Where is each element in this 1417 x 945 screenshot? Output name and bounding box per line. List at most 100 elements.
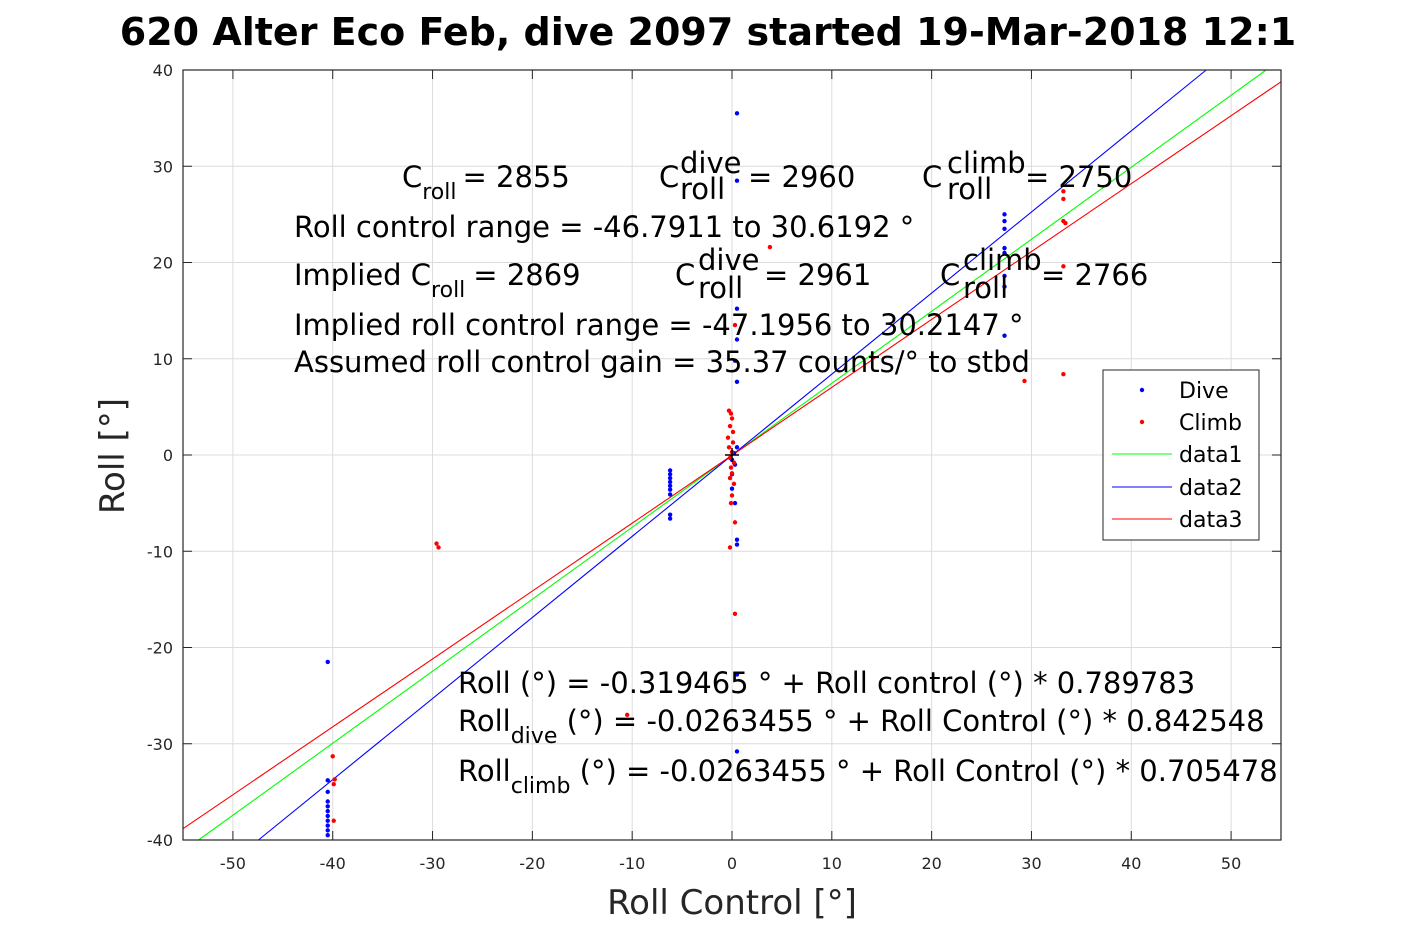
x-tick-label: -50 (220, 854, 246, 873)
point-dive (734, 749, 740, 754)
point-dive (734, 537, 740, 542)
point-dive (734, 337, 740, 342)
point-dive (734, 306, 740, 311)
point-climb (767, 244, 773, 250)
legend-box (1102, 369, 1260, 541)
point-climb (728, 411, 734, 416)
implied-coefficient-line: Implied Croll = 2869 C dive roll = 2961 C… (294, 243, 1148, 305)
legend-label-data1: data1 (1179, 443, 1243, 468)
point-climb (731, 481, 737, 487)
point-climb (330, 754, 335, 759)
svg-text:roll: roll (698, 271, 743, 305)
y-tick-label: -20 (147, 639, 173, 658)
point-dive (325, 778, 330, 783)
point-dive (1002, 218, 1007, 224)
point-dive (325, 823, 330, 828)
x-tick-label: 20 (921, 854, 941, 873)
point-climb (725, 435, 731, 440)
svg-text:climb: climb (963, 243, 1042, 277)
point-dive (734, 178, 740, 183)
point-climb (624, 712, 630, 718)
point-climb (331, 818, 336, 823)
x-tick-label: 50 (1221, 854, 1241, 873)
center-marker (725, 448, 739, 462)
y-tick-label: -40 (147, 831, 173, 850)
fit-equation: Roll (°) = -0.319465 ° + Roll control (°… (458, 666, 1195, 700)
svg-text:roll: roll (963, 271, 1008, 305)
point-climb (731, 460, 737, 465)
svg-text:roll: roll (680, 172, 725, 206)
point-dive (325, 828, 330, 833)
point-climb (1061, 264, 1066, 269)
y-tick-label: 40 (153, 61, 173, 80)
svg-text:C: C (940, 258, 960, 292)
x-tick-label: -10 (619, 854, 645, 873)
point-climb (729, 471, 735, 476)
point-dive (667, 479, 673, 485)
point-climb (729, 416, 735, 421)
x-tick-label: 0 (727, 854, 737, 873)
point-dive (667, 512, 673, 517)
svg-text:= 2750: = 2750 (1025, 160, 1132, 194)
point-climb (730, 429, 736, 435)
svg-text:climb: climb (947, 146, 1026, 180)
point-climb (727, 455, 733, 461)
point-dive (1002, 284, 1007, 289)
svg-text:= 2960: = 2960 (748, 160, 855, 194)
x-axis-label: Roll Control [°] (607, 883, 857, 923)
svg-text:C: C (659, 160, 679, 194)
range-text: Roll control range = -46.7911 to 30.6192… (294, 210, 914, 244)
svg-text:roll: roll (947, 172, 992, 206)
fit-climb-equation: Rollclimb (°) = -0.0263455 ° + Roll Cont… (458, 754, 1278, 799)
point-climb (728, 500, 734, 506)
point-climb (1061, 196, 1066, 202)
point-climb (728, 465, 734, 470)
point-dive (1002, 273, 1007, 279)
legend: Dive Climb data1 data2 data3 (1102, 369, 1260, 541)
svg-text:dive: dive (698, 243, 759, 277)
point-dive (1002, 245, 1007, 251)
point-climb (1061, 371, 1066, 377)
point-dive (667, 475, 673, 481)
point-climb (331, 781, 336, 787)
point-climb (732, 322, 738, 328)
implied-range-text: Implied roll control range = -47.1956 to… (294, 308, 1024, 342)
point-dive (325, 818, 330, 823)
point-climb (434, 541, 439, 546)
point-climb (436, 545, 441, 550)
y-tick-label: 20 (153, 254, 173, 273)
axes-box (182, 69, 1282, 841)
point-dive (734, 111, 740, 116)
point-dive (1002, 333, 1007, 338)
point-dive (734, 672, 740, 677)
svg-text:= 2961: = 2961 (764, 258, 871, 292)
point-dive (1002, 212, 1007, 217)
point-dive (732, 500, 738, 506)
x-tick-label: 30 (1021, 854, 1041, 873)
point-dive (1002, 250, 1007, 256)
legend-marker-dive (1139, 387, 1145, 393)
legend-label-climb: Climb (1179, 411, 1242, 436)
point-dive (734, 379, 740, 385)
point-climb (730, 440, 736, 445)
point-climb (727, 545, 733, 550)
svg-text:Implied Croll= 2869: Implied Croll = 2869 (294, 258, 581, 303)
y-axis-label: Roll [°] (93, 398, 133, 514)
legend-label-data3: data3 (1179, 508, 1243, 533)
gain-text: Assumed roll control gain = 35.37 counts… (294, 345, 1030, 379)
point-dive (667, 468, 673, 473)
point-climb (1061, 189, 1066, 194)
point-dive (325, 813, 330, 819)
point-dive (325, 799, 330, 804)
point-dive (667, 487, 673, 492)
svg-text:C: C (675, 258, 695, 292)
point-climb (732, 520, 738, 525)
point-climb (727, 423, 733, 429)
fit-dive-equation: Rolldive (°) = -0.0263455 ° + Roll Contr… (458, 704, 1265, 749)
y-tick-labels: -40 -30 -20 -10 0 10 20 30 40 (147, 61, 173, 850)
point-climb (726, 445, 732, 450)
x-tick-label: -40 (320, 854, 346, 873)
y-tick-label: -30 (147, 735, 173, 754)
y-tick-label: -10 (147, 542, 173, 561)
